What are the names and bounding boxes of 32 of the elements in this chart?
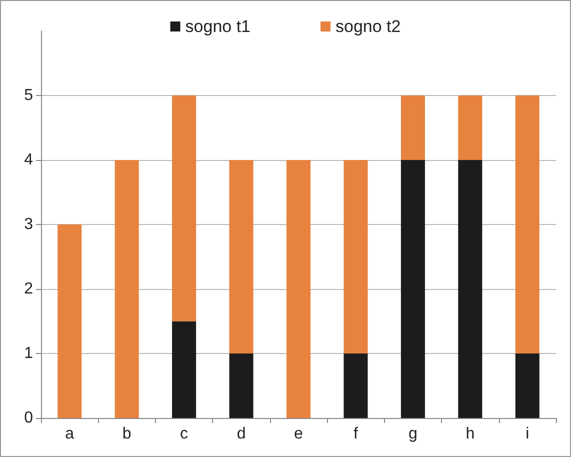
x-tick-label: e <box>294 426 304 442</box>
x-tick-label: b <box>122 426 132 442</box>
y-tick-label: 5 <box>24 87 34 104</box>
y-tick-label: 3 <box>24 216 34 233</box>
bar <box>458 96 482 160</box>
bar <box>172 321 196 418</box>
bar <box>229 354 254 418</box>
legend-label: sogno t1 <box>185 17 251 36</box>
bar <box>114 160 139 418</box>
x-tick-label: h <box>466 426 475 442</box>
y-tick-label: 0 <box>24 410 34 426</box>
bar <box>286 160 311 418</box>
bar <box>400 96 425 160</box>
bar <box>515 354 540 418</box>
bar <box>344 160 368 354</box>
bar <box>229 160 254 354</box>
bar <box>344 354 368 418</box>
x-tick-label: i <box>526 426 530 442</box>
y-tick-label: 2 <box>24 280 34 298</box>
x-tick-label: d <box>236 426 246 442</box>
x-tick-label: c <box>180 426 188 442</box>
bar <box>400 160 425 418</box>
legend-label: sogno t2 <box>336 17 401 36</box>
y-tick-label: 4 <box>24 152 34 168</box>
x-tick-label: a <box>65 426 74 442</box>
bar <box>458 160 482 418</box>
x-tick-label: f <box>353 426 358 442</box>
bar <box>58 224 82 418</box>
x-tick-label: g <box>408 426 418 442</box>
bar <box>515 96 540 354</box>
y-tick-label: 1 <box>24 345 34 362</box>
bar <box>172 96 196 322</box>
